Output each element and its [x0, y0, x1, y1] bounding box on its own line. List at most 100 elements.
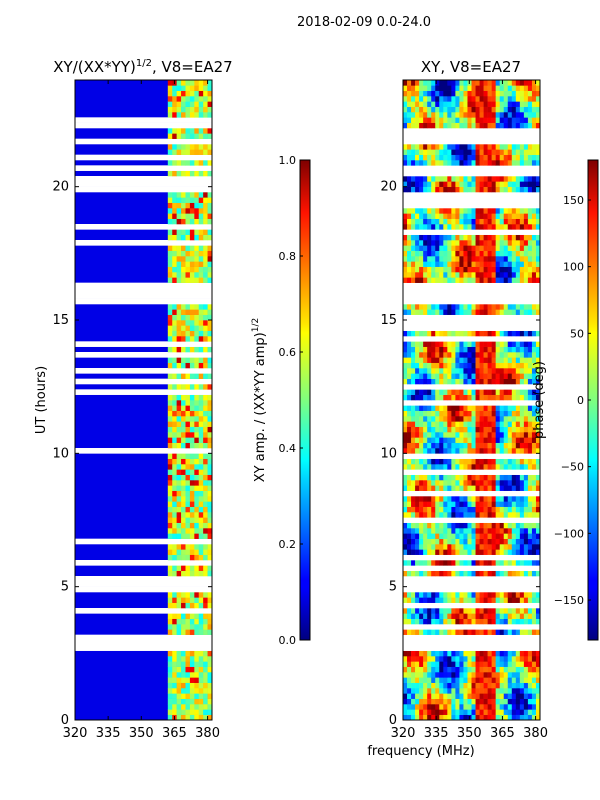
- phase-heatmap-cell: [455, 90, 460, 97]
- phase-heatmap-cell: [507, 709, 513, 715]
- phase-heatmap-cell: [535, 437, 540, 443]
- phase-heatmap-cell: [443, 90, 448, 97]
- phase-heatmap-cell: [403, 666, 408, 673]
- phase-heatmap-cell: [503, 512, 509, 518]
- phase-heatmap-cell: [423, 448, 428, 454]
- phase-heatmap-cell: [455, 186, 460, 193]
- amplitude-heatmap-cell: [172, 394, 177, 401]
- phase-heatmap-cell: [467, 501, 472, 507]
- phase-heatmap-cell: [455, 154, 460, 161]
- amplitude-heatmap-cell: [189, 266, 195, 273]
- phase-heatmap-cell: [527, 496, 533, 502]
- phase-heatmap-cell: [435, 101, 440, 107]
- amplitude-heatmap-cell: [181, 485, 186, 491]
- amplitude-heatmap-cell: [207, 213, 212, 219]
- phase-heatmap-cell: [447, 149, 452, 155]
- phase-heatmap-cell: [415, 117, 420, 123]
- phase-heatmap-cell: [483, 112, 488, 118]
- phase-heatmap-cell: [495, 714, 501, 720]
- phase-heatmap-cell: [467, 688, 472, 694]
- phase-heatmap-cell: [527, 309, 533, 315]
- phase-heatmap-cell: [483, 506, 488, 513]
- amplitude-heatmap-cell: [172, 405, 177, 411]
- phase-heatmap-cell: [483, 442, 488, 449]
- phase-heatmap-cell: [463, 522, 468, 529]
- phase-heatmap-cell: [515, 122, 521, 129]
- phase-heatmap-cell: [507, 405, 513, 411]
- phase-heatmap-cell: [495, 709, 501, 715]
- amplitude-heatmap-cell: [167, 496, 173, 502]
- phase-heatmap-cell: [439, 698, 444, 705]
- phase-heatmap-cell: [411, 218, 416, 225]
- phase-heatmap-cell: [447, 160, 452, 166]
- phase-heatmap-cell: [439, 474, 444, 481]
- amplitude-heatmap-cell: [172, 624, 177, 630]
- phase-heatmap-cell: [435, 656, 440, 662]
- phase-heatmap-cell: [403, 394, 408, 401]
- phase-heatmap-cell: [471, 224, 476, 230]
- phase-heatmap-cell: [403, 112, 408, 118]
- phase-heatmap-cell: [403, 656, 408, 662]
- amplitude-heatmap-cell: [189, 506, 195, 513]
- phase-heatmap-cell: [427, 714, 432, 720]
- amplitude-heatmap-cell: [207, 106, 212, 113]
- amplitude-heatmap-cell: [194, 496, 200, 502]
- amplitude-heatmap-cell: [176, 80, 182, 86]
- phase-heatmap-cell: [515, 698, 521, 705]
- phase-heatmap-cell: [531, 117, 537, 123]
- amplitude-heatmap-cell: [172, 613, 177, 619]
- phase-heatmap-cell: [519, 208, 525, 214]
- phase-heatmap-cell: [483, 117, 488, 123]
- amplitude-heatmap-cell: [176, 384, 182, 390]
- phase-heatmap-cell: [431, 330, 436, 337]
- phase-heatmap-cell: [519, 240, 525, 246]
- phase-heatmap-cell: [471, 528, 476, 534]
- phase-heatmap-cell: [491, 245, 496, 251]
- phase-heatmap-cell: [463, 117, 468, 123]
- phase-heatmap-cell: [423, 181, 428, 187]
- phase-heatmap-cell: [435, 458, 440, 465]
- phase-heatmap-cell: [459, 309, 464, 315]
- phase-heatmap-cell: [531, 618, 537, 625]
- amplitude-heatmap-cell: [207, 554, 212, 561]
- amplitude-heatmap-cell: [203, 197, 208, 203]
- phase-heatmap-cell: [479, 405, 484, 411]
- amplitude-heatmap-cell: [194, 320, 200, 326]
- phase-heatmap-cell: [431, 240, 436, 246]
- phase-heatmap-cell: [427, 352, 432, 358]
- phase-heatmap-cell: [455, 373, 460, 379]
- phase-heatmap-cell: [523, 416, 529, 422]
- phase-heatmap-cell: [431, 410, 436, 417]
- phase-heatmap-cell: [491, 533, 496, 539]
- phase-heatmap-cell: [511, 154, 517, 161]
- amplitude-heatmap-cell: [176, 693, 182, 699]
- phase-heatmap-cell: [427, 421, 432, 427]
- phase-heatmap-cell: [479, 389, 484, 395]
- phase-heatmap-cell: [487, 309, 492, 315]
- phase-heatmap-cell: [487, 234, 492, 241]
- phase-heatmap-cell: [451, 80, 456, 86]
- amplitude-heatmap-cell: [194, 416, 200, 422]
- amplitude-heatmap-cell: [194, 229, 200, 235]
- phase-heatmap-cell: [419, 346, 424, 353]
- phase-heatmap-cell: [487, 106, 492, 113]
- phase-heatmap-cell: [487, 448, 492, 454]
- phase-heatmap-cell: [451, 528, 456, 534]
- amplitude-heatmap-cell: [194, 661, 200, 667]
- phase-heatmap-cell: [535, 277, 540, 283]
- phase-heatmap-cell: [479, 272, 484, 278]
- phase-heatmap-cell: [515, 704, 521, 710]
- phase-heatmap-cell: [431, 613, 436, 619]
- phase-heatmap-cell: [531, 218, 537, 225]
- phase-heatmap-cell: [419, 304, 424, 310]
- amplitude-heatmap-cell: [185, 512, 191, 518]
- phase-heatmap-cell: [423, 693, 428, 699]
- phase-heatmap-cell: [451, 85, 456, 91]
- amplitude-heatmap-cell: [207, 229, 212, 235]
- phase-heatmap-cell: [503, 160, 509, 166]
- amplitude-heatmap-cell: [181, 325, 186, 331]
- phase-heatmap-cell: [427, 613, 432, 619]
- phase-heatmap-cell: [503, 538, 509, 545]
- phase-heatmap-cell: [479, 698, 484, 705]
- phase-heatmap-cell: [527, 266, 533, 273]
